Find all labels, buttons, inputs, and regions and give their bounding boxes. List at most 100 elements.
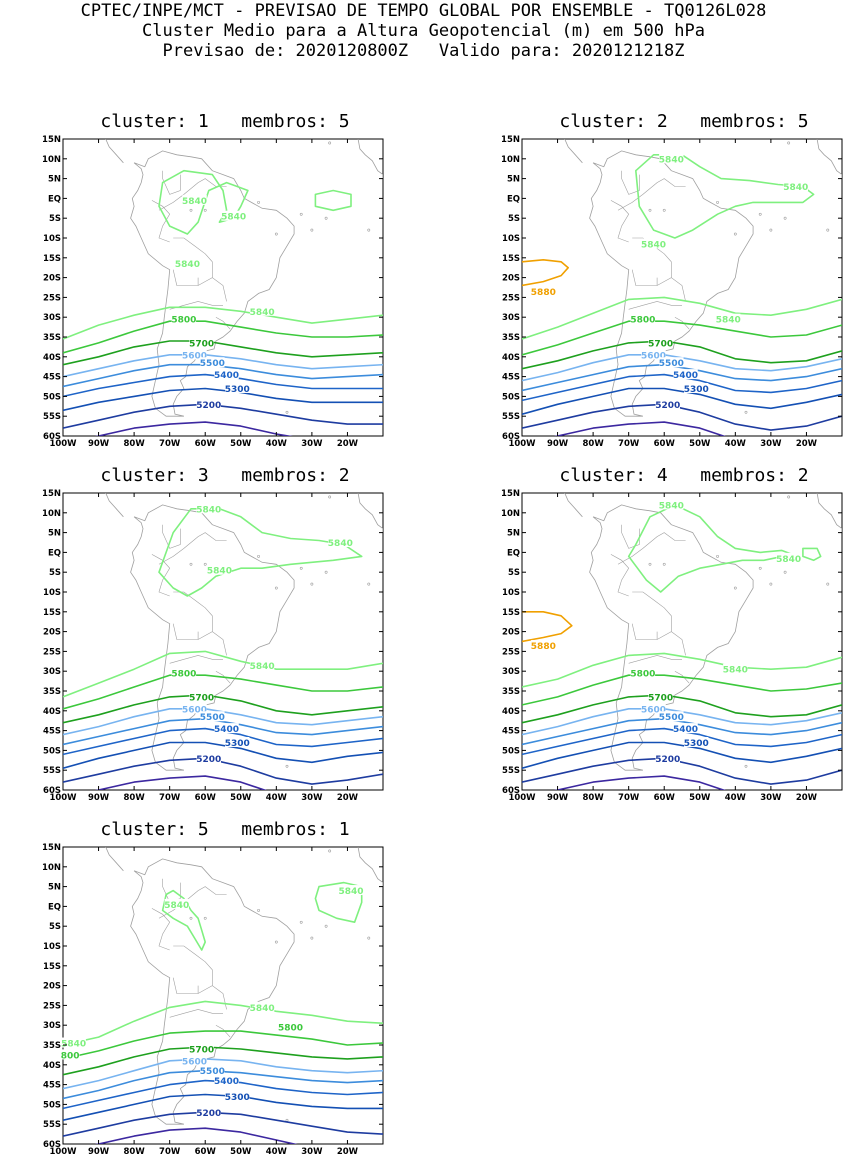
country-border [617,178,686,211]
contour-label-bg [641,703,666,714]
lat-tick-label: 45S [43,727,61,737]
contour-label: 5840 [328,539,353,549]
lat-tick-label: 55S [502,766,520,776]
contour-label-bg [200,711,225,722]
lon-tick-label: 100W [49,439,77,449]
island [758,212,762,216]
contour-line [63,1111,383,1137]
lat-tick-label: 15S [43,254,61,264]
contour-label-bg [531,639,556,650]
lat-tick-label: EQ [507,194,520,204]
lat-tick-label: 45S [502,727,520,737]
lat-tick-label: 5S [49,568,61,578]
contour-label: 5600 [641,351,666,361]
lat-tick-label: 15N [42,489,61,499]
contour-line [63,717,383,746]
lat-tick-label: 10N [501,155,520,165]
contour-label: 5300 [225,1093,250,1103]
lon-tick-label: 20W [337,793,359,803]
lat-tick-label: 20S [43,982,61,992]
lat-tick-label: 25S [43,1001,61,1011]
island [328,141,332,145]
island [310,936,314,940]
island [787,495,791,499]
contour-label-bg [659,153,684,164]
contour-label: 5840 [250,308,275,318]
contour-line [802,547,822,562]
lat-tick-label: 35S [43,687,61,697]
lon-tick-label: 90W [88,1147,110,1157]
country-border [172,269,213,286]
island [299,566,303,570]
contour-label-bg [328,537,353,547]
contour-line [63,387,383,412]
island [257,908,260,912]
contour-line [522,741,842,769]
island [299,920,303,924]
lat-tick-label: 60S [502,432,520,442]
lat-tick-label: 55S [43,1120,61,1130]
contour-label: 5200 [196,755,221,765]
lon-tick-label: 60W [195,1147,217,1157]
lon-tick-label: 100W [508,439,536,449]
contour-label-bg [338,885,364,896]
contour-label: 5840 [164,901,189,911]
contour-line [63,650,383,698]
contour-line [158,169,249,235]
country-border [610,554,630,597]
lat-tick-label: 30S [43,313,61,323]
contour-label-bg [182,703,207,714]
contour-line [63,674,383,710]
contour-label: 5840 [783,183,808,193]
country-border [628,301,682,310]
contour-label-bg [249,1001,275,1012]
island [744,410,748,414]
contour-label: 5200 [655,401,680,411]
island [795,488,797,490]
lon-tick-label: 70W [618,793,640,803]
island [324,924,328,928]
island [285,410,289,414]
contour-label: 5600 [182,351,207,361]
contour-line [63,694,383,724]
island [328,495,332,499]
contour-label-bg [175,258,200,269]
panel-title: cluster: 4 membros: 2 [559,465,809,486]
contour-label-bg [200,1065,225,1076]
panel-title: cluster: 3 membros: 2 [100,465,350,486]
island [783,216,787,220]
contour-label-bg [630,313,656,324]
lat-tick-label: 5S [49,214,61,224]
coastline [357,847,383,887]
lat-tick-label: 35S [502,333,520,343]
contour-line [63,1000,383,1046]
contour-label: 5840 [221,213,246,223]
contour-label: 5300 [684,385,709,395]
country-border [674,316,690,330]
lat-tick-label: 15N [501,135,520,145]
lon-tick-label: 30W [760,439,782,449]
country-border [162,170,181,195]
map-panel-cluster-5: cluster: 5 membros: 1 5840 5840 5840 5800 58… [30,820,420,1170]
contour-label-bg [214,723,239,734]
lat-tick-label: 15S [43,608,61,618]
lat-tick-label: 60S [43,1140,61,1150]
contour-label-bg [655,752,680,763]
map-frame [62,846,384,1145]
island [257,554,260,558]
lat-tick-label: 10S [502,234,520,244]
contour-label-bg [716,313,741,324]
contour-line [94,775,267,790]
island [648,562,652,566]
lat-tick-label: 35S [43,1041,61,1051]
contour-label: 5300 [684,739,709,749]
contour-label-bg [278,1021,303,1032]
island [274,940,278,944]
country-border [173,591,227,656]
contour-label: 5840 [182,197,207,207]
lat-tick-label: 10N [42,863,61,873]
coastline [105,139,124,164]
contour-line [63,741,383,769]
contour-line [522,296,842,340]
